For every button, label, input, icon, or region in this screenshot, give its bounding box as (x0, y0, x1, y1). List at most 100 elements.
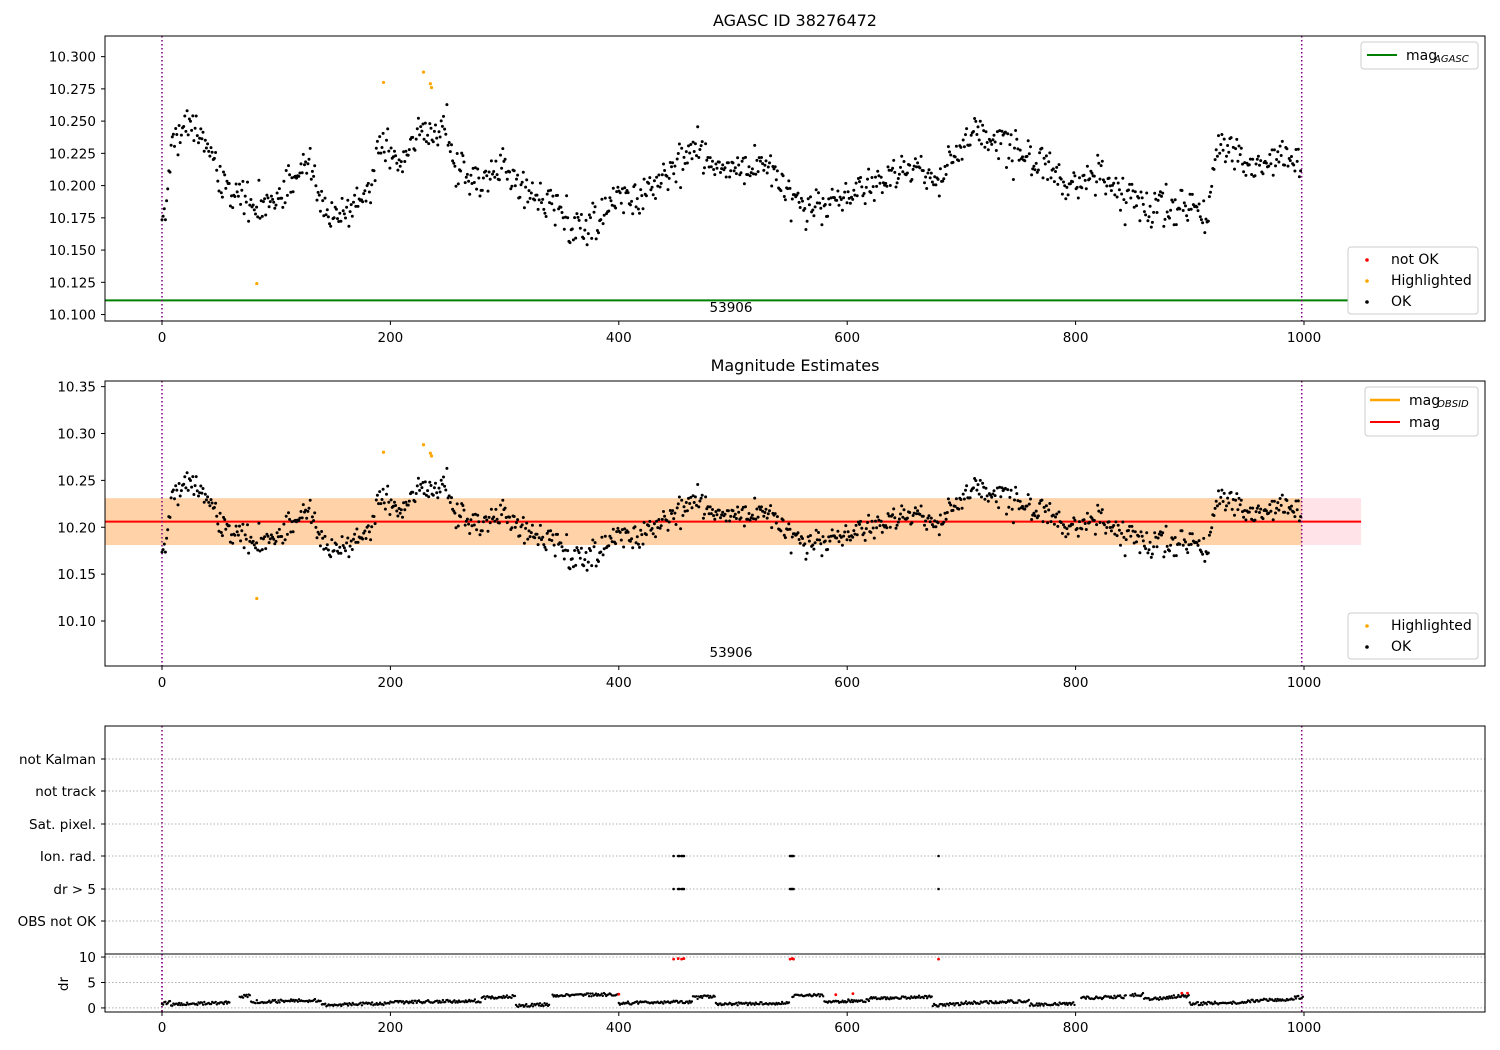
dr-point (1147, 997, 1150, 1000)
ok-point (832, 196, 836, 200)
panel2-legend-top: mag OBSID mag (1364, 386, 1479, 437)
dr-point (883, 996, 887, 999)
ok-point (1150, 220, 1154, 224)
ok-point (962, 145, 966, 149)
ok-point (1206, 551, 1210, 555)
ok-point (402, 150, 406, 154)
ok-point (526, 537, 530, 541)
ok-point (1290, 504, 1293, 508)
ok-point (222, 170, 225, 174)
ok-point (533, 198, 537, 202)
ok-point (258, 549, 262, 553)
x-tick-label: 600 (834, 675, 860, 691)
dr-point (479, 1001, 482, 1004)
dr-red-points (617, 957, 1189, 997)
ok-point (365, 184, 369, 188)
ok-point (981, 123, 985, 127)
dr-point (994, 1000, 997, 1003)
ok-point (287, 511, 290, 515)
ok-point (924, 175, 928, 179)
ok-point (660, 517, 664, 521)
dr-point (510, 996, 513, 1000)
ok-point (1288, 159, 1292, 163)
ok-point (771, 165, 775, 168)
dr-point (1157, 998, 1161, 1001)
ok-point (902, 160, 906, 163)
ok-point (881, 181, 885, 185)
ok-point (290, 520, 294, 524)
ok-point (766, 165, 770, 169)
dr-point (987, 1002, 990, 1005)
ok-point (592, 545, 596, 549)
ok-point (814, 528, 818, 532)
ok-point (192, 139, 196, 143)
ok-point (1033, 514, 1037, 518)
ok-point (597, 231, 600, 235)
ok-point (1065, 185, 1069, 189)
ok-point (254, 546, 257, 550)
ok-point (789, 551, 793, 555)
ok-point (666, 188, 670, 192)
ok-point (872, 199, 876, 202)
ok-point (513, 525, 517, 529)
ok-point (853, 193, 857, 197)
ok-point (268, 537, 272, 541)
ok-point (1293, 515, 1297, 519)
ok-point (461, 154, 465, 158)
ok-point (618, 191, 622, 195)
dr-point (594, 992, 598, 995)
ok-point (224, 186, 228, 190)
ok-point (848, 538, 852, 542)
ok-point (991, 138, 995, 142)
ok-point (758, 159, 762, 163)
ok-point (875, 526, 879, 530)
ok-point (1014, 485, 1018, 489)
dr-point (836, 999, 840, 1003)
ok-point (638, 211, 641, 215)
ok-point (1201, 221, 1205, 225)
ok-point (886, 512, 890, 516)
ok-point (1269, 162, 1273, 166)
ok-point (770, 184, 774, 188)
dr-point (359, 1001, 362, 1004)
ok-point (214, 151, 218, 154)
ok-point (706, 505, 710, 509)
ok-point (413, 500, 417, 504)
ok-point (1189, 207, 1193, 211)
ok-point (804, 557, 808, 561)
ok-point (486, 189, 490, 193)
dr-point (185, 1001, 189, 1004)
dr-point (370, 1001, 374, 1004)
ok-point (1043, 162, 1047, 166)
ok-point (1092, 518, 1096, 522)
ok-point (895, 181, 899, 185)
ok-point (1032, 164, 1036, 168)
ok-point (1013, 498, 1016, 502)
ok-point (756, 515, 760, 519)
ok-point (306, 162, 310, 166)
ok-point (901, 515, 905, 519)
ok-point (1049, 520, 1053, 524)
dr-point (1297, 994, 1300, 998)
ok-point (406, 153, 410, 157)
dr-point (319, 999, 322, 1003)
ok-point (499, 153, 502, 157)
ok-point (1119, 543, 1122, 547)
ok-point (475, 187, 479, 191)
ok-point (807, 203, 811, 207)
ok-point (448, 150, 452, 154)
ok-point (203, 492, 207, 496)
ok-point (699, 496, 703, 500)
dr-point (904, 995, 907, 998)
ok-point (1221, 500, 1225, 503)
ok-point (1031, 167, 1035, 171)
ok-point (708, 505, 712, 509)
ok-point (695, 154, 698, 158)
dr-point (1057, 1004, 1060, 1007)
ok-point (854, 523, 858, 527)
ok-point (717, 508, 721, 512)
ok-point (411, 135, 415, 139)
ok-point (1082, 173, 1086, 177)
ok-point (1187, 208, 1191, 212)
ok-point (968, 496, 972, 500)
